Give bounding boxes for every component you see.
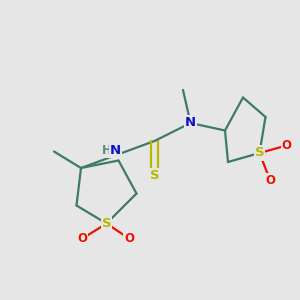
Text: O: O xyxy=(265,173,275,187)
Text: S: S xyxy=(255,146,264,160)
Text: H: H xyxy=(102,144,112,157)
Text: S: S xyxy=(102,217,111,230)
Text: O: O xyxy=(281,139,292,152)
Text: O: O xyxy=(124,232,134,245)
Text: N: N xyxy=(110,144,121,157)
Text: S: S xyxy=(150,169,159,182)
Text: N: N xyxy=(185,116,196,130)
Text: O: O xyxy=(77,232,88,245)
